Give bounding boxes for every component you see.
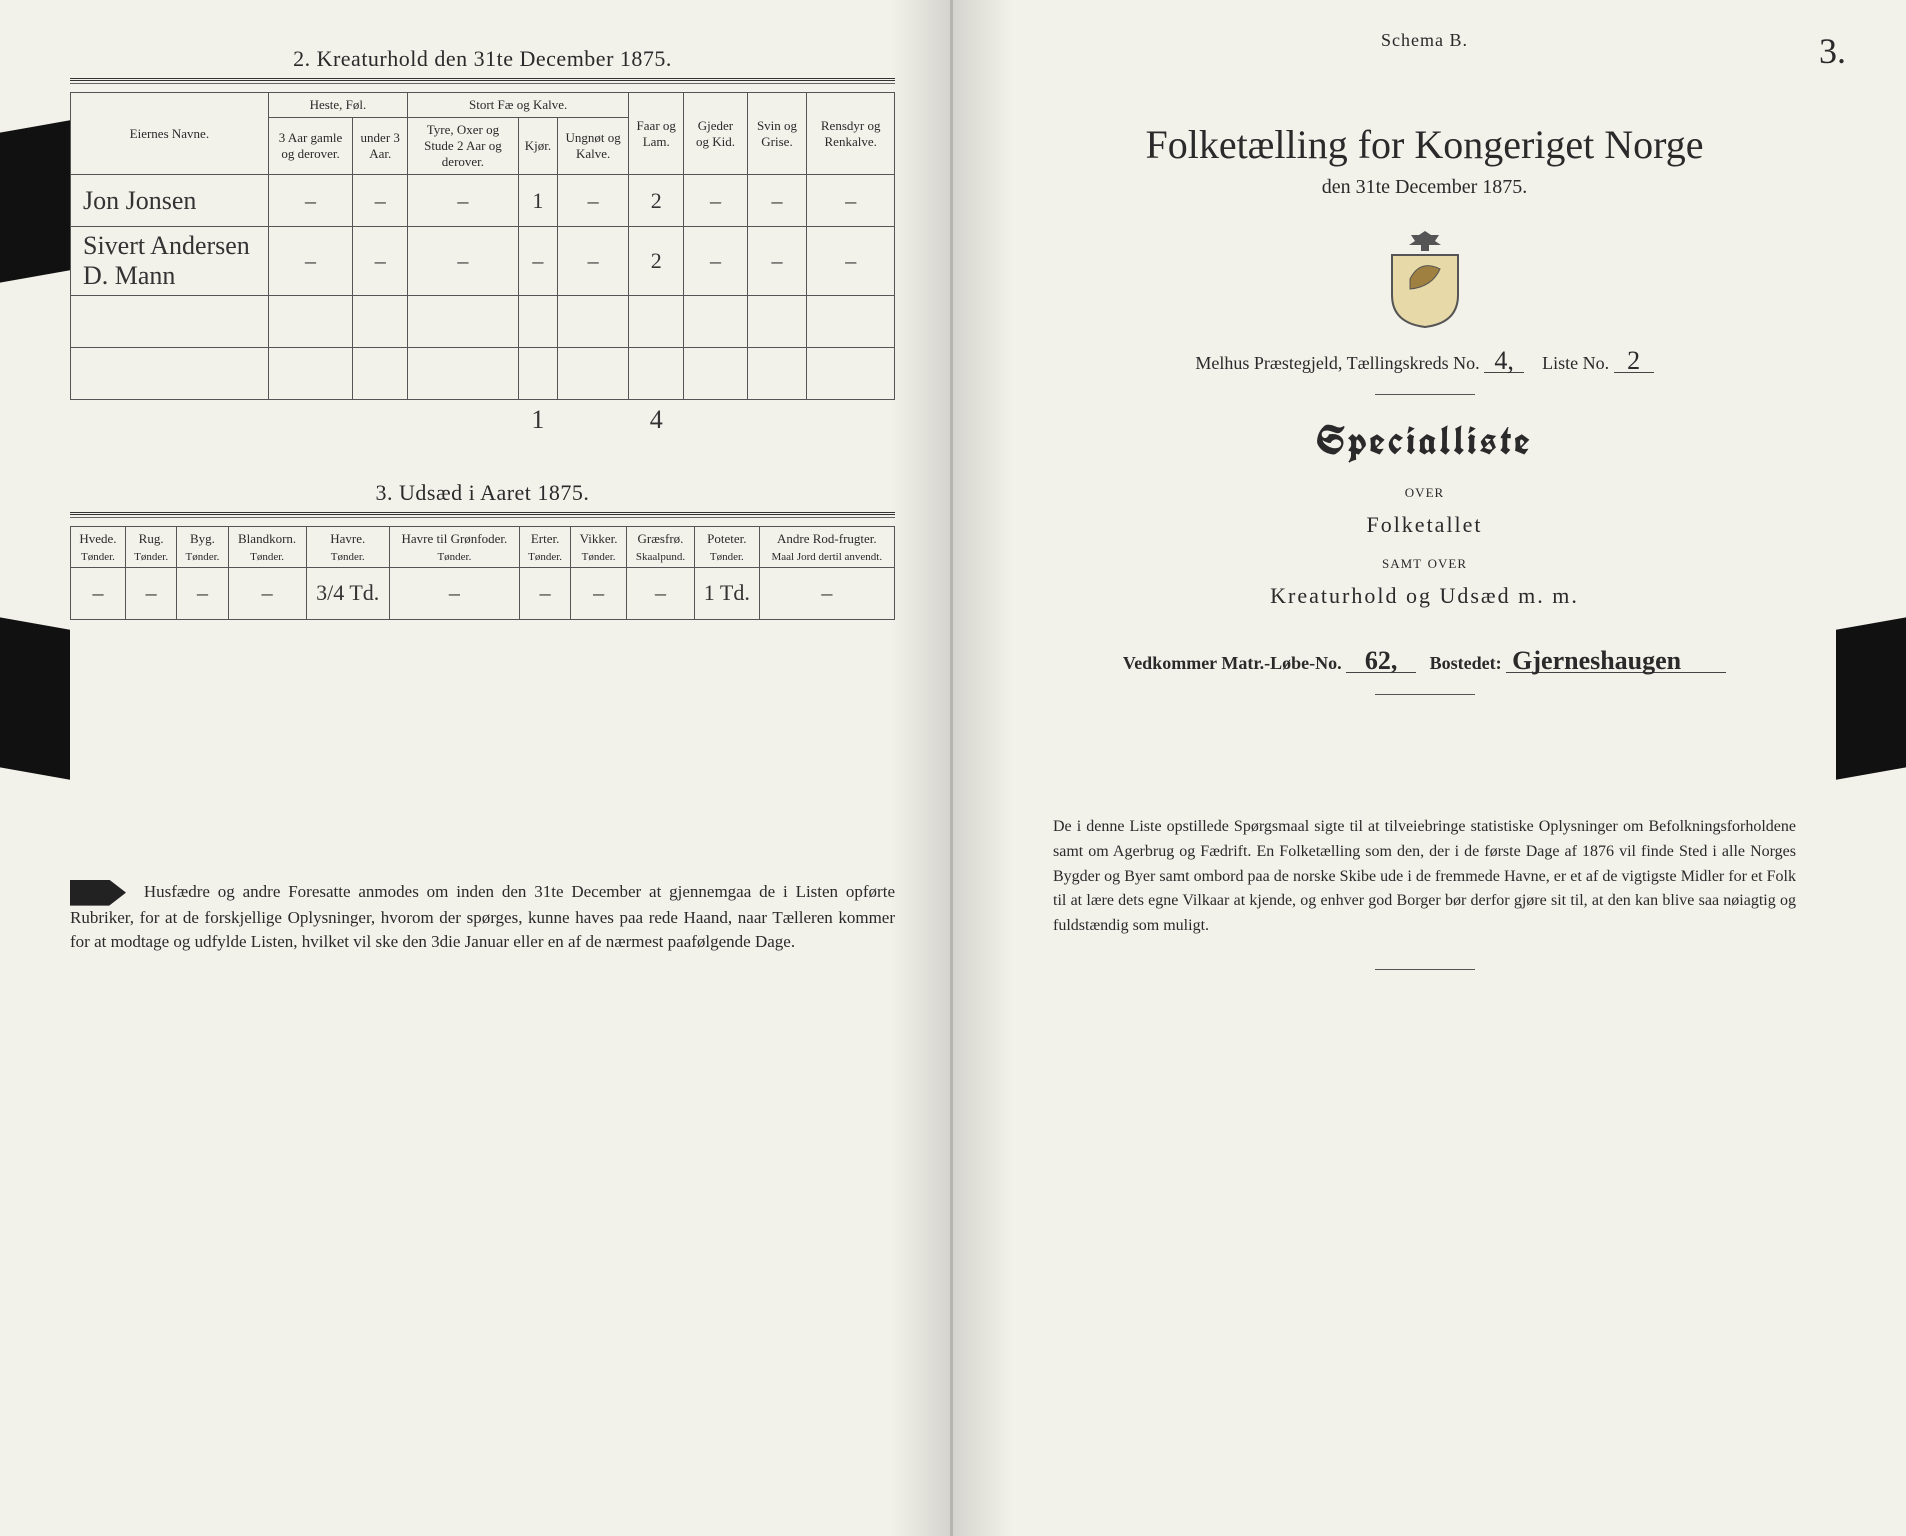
schema-label: Schema B. [1013, 30, 1836, 51]
district-no: 4, [1484, 349, 1524, 373]
book-spread: 2. Kreaturhold den 31te December 1875. E… [0, 0, 1906, 1536]
over-label: over [1013, 481, 1836, 502]
rule [70, 517, 895, 518]
binder-clip [0, 120, 70, 289]
section-2-title: 2. Kreaturhold den 31te December 1875. [70, 46, 895, 72]
right-page: Schema B. 3. Folketælling for Kongeriget… [953, 0, 1906, 1536]
col-horse-old: 3 Aar gamle og derover. [268, 118, 353, 175]
rule [1375, 394, 1475, 395]
seed-col: Vikker.Tønder. [571, 526, 627, 567]
seed-col: Poteter.Tønder. [695, 526, 760, 567]
kreatur-line: Kreaturhold og Udsæd m. m. [1013, 583, 1836, 609]
rule [70, 512, 895, 515]
seed-col: Erter.Tønder. [519, 526, 570, 567]
table-row: Sivert Andersen D. Mann – – – – – 2 – – … [71, 227, 895, 296]
page-number: 3. [1819, 30, 1846, 72]
rule [1375, 969, 1475, 970]
seed-table: Hvede.Tønder. Rug.Tønder. Byg.Tønder. Bl… [70, 526, 895, 620]
col-group-horses: Heste, Føl. [268, 93, 407, 118]
specialliste-heading: Specialliste [1013, 415, 1836, 467]
seed-col: Hvede.Tønder. [71, 526, 126, 567]
spine-shadow [890, 0, 950, 1536]
table-row-empty [71, 348, 895, 400]
bosted: Gjerneshaugen [1506, 649, 1726, 673]
col-cattle-cow: Kjør. [518, 118, 557, 175]
left-footnote: Husfædre og andre Foresatte anmodes om i… [70, 880, 895, 955]
coat-of-arms-icon [1380, 229, 1470, 329]
spine-shadow [953, 0, 1013, 1536]
rule [70, 78, 895, 81]
seed-col: Andre Rod-frugter.Maal Jord dertil anven… [759, 526, 894, 567]
left-page: 2. Kreaturhold den 31te December 1875. E… [0, 0, 953, 1536]
col-sheep: Faar og Lam. [629, 93, 684, 175]
table-row-empty [71, 296, 895, 348]
seed-col: Rug.Tønder. [125, 526, 176, 567]
col-cattle-bull: Tyre, Oxer og Stude 2 Aar og derover. [408, 118, 519, 175]
col-cattle-calf: Ungnøt og Kalve. [558, 118, 629, 175]
col-owner: Eiernes Navne. [71, 93, 269, 175]
seed-col: Byg.Tønder. [177, 526, 228, 567]
seed-col: Havre til Grønfoder.Tønder. [389, 526, 519, 567]
section-3-title: 3. Udsæd i Aaret 1875. [70, 480, 895, 506]
right-footnote: De i denne Liste opstillede Spørgsmaal s… [1053, 815, 1796, 939]
census-date: den 31te December 1875. [1013, 176, 1836, 199]
col-goat: Gjeder og Kid. [684, 93, 747, 175]
district-line: Melhus Præstegjeld, Tællingskreds No. 4,… [1013, 349, 1836, 374]
livestock-table: Eiernes Navne. Heste, Føl. Stort Fæ og K… [70, 92, 895, 440]
seed-values-row: – – – – 3/4 Td. – – – – 1 Td. – [71, 567, 895, 619]
matr-line: Vedkommer Matr.-Løbe-No. 62, Bostedet: G… [1013, 649, 1836, 674]
matr-no: 62, [1346, 649, 1416, 673]
col-pig: Svin og Grise. [747, 93, 807, 175]
samt-over: samt over [1013, 552, 1836, 573]
col-rein: Rensdyr og Renkalve. [807, 93, 895, 175]
folketallet: Folketallet [1013, 512, 1836, 538]
col-horse-young: under 3 Aar. [353, 118, 408, 175]
col-group-cattle: Stort Fæ og Kalve. [408, 93, 629, 118]
census-title: Folketælling for Kongeriget Norge [1013, 121, 1836, 168]
table-row: Jon Jonsen – – – 1 – 2 – – – [71, 175, 895, 227]
seed-col: Havre.Tønder. [306, 526, 389, 567]
binder-clip [0, 610, 70, 779]
seed-col: Blandkorn.Tønder. [228, 526, 306, 567]
seed-col: Græsfrø.Skaalpund. [626, 526, 694, 567]
list-no: 2 [1614, 349, 1654, 373]
binder-clip [1836, 610, 1906, 779]
rule [70, 83, 895, 84]
table-sum-row: 1 4 [71, 400, 895, 440]
pointer-icon [70, 880, 126, 906]
rule [1375, 694, 1475, 695]
